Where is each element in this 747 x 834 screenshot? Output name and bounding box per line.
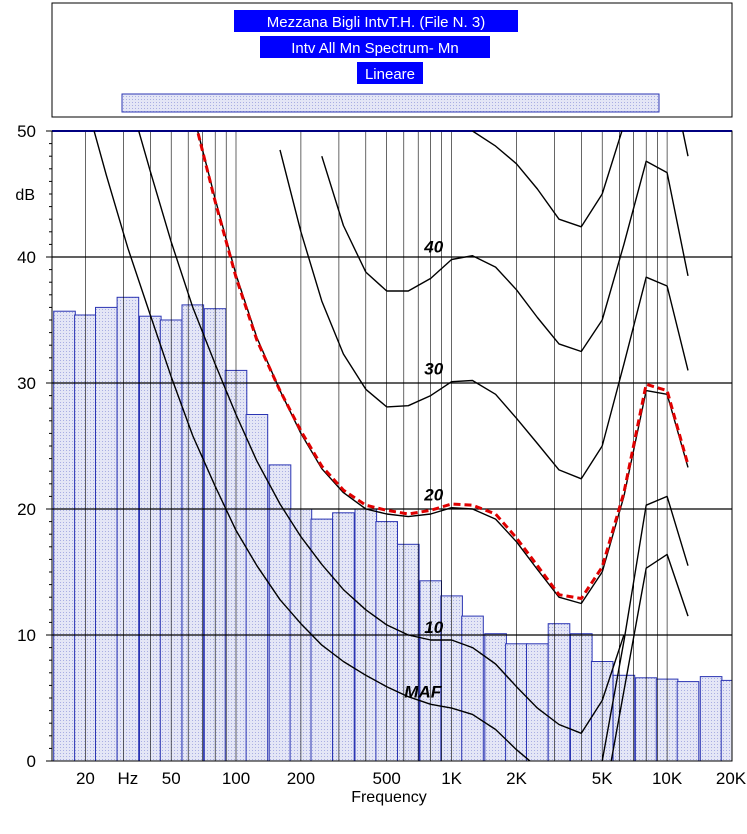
x-tick-label: 50 <box>162 769 181 788</box>
y-tick-label: 20 <box>17 500 36 519</box>
y-axis-ticks: 0 10 20 30 40 50 <box>17 122 52 771</box>
curve-label: 30 <box>424 360 443 379</box>
title-box: Mezzana Bigli IntvT.H. (File N. 3) Intv … <box>51 2 733 118</box>
bar <box>181 304 205 762</box>
title-line-2: Intv All Mn Spectrum- Mn <box>291 40 459 57</box>
bar <box>397 543 420 762</box>
x-tick-label: 10K <box>652 769 683 788</box>
title-line-3: Lineare <box>365 66 415 83</box>
x-tick-label: 20 <box>76 769 95 788</box>
bar <box>720 679 733 762</box>
curve-label: MAF <box>404 682 441 701</box>
title-line-3-bg <box>357 62 423 84</box>
phon-curves <box>93 131 689 761</box>
curve-label: 20 <box>423 486 443 505</box>
phon-curve <box>279 149 689 480</box>
x-tick-label: Hz <box>118 769 139 788</box>
title-line-1: Mezzana Bigli IntvT.H. (File N. 3) <box>267 14 485 31</box>
bar <box>526 643 549 762</box>
bar <box>245 414 269 762</box>
curve-label: 10 <box>424 618 443 637</box>
bar <box>332 512 355 762</box>
title-scale-bar <box>121 93 660 113</box>
phon-curve <box>471 131 689 228</box>
curve-label: 40 <box>423 238 443 257</box>
x-tick-label: 100 <box>222 769 250 788</box>
bar <box>484 633 507 762</box>
bar <box>547 623 571 762</box>
x-axis-label: Frequency <box>351 789 427 806</box>
phon-curve <box>138 131 625 734</box>
x-tick-label: 20K <box>716 769 747 788</box>
x-tick-label: 500 <box>373 769 401 788</box>
x-tick-label: 5K <box>592 769 613 788</box>
y-axis-label: dB <box>15 187 35 204</box>
y-tick-label: 30 <box>17 374 36 393</box>
y-tick-label: 50 <box>17 122 36 141</box>
bar <box>676 681 700 762</box>
y-tick-label: 10 <box>17 626 36 645</box>
phon-curve <box>93 131 532 761</box>
x-axis-ticks: 20 Hz 50 100 200 500 1K 2K 5K 10K 20K <box>76 769 747 788</box>
title-line-2-bg <box>260 36 490 58</box>
x-tick-label: 200 <box>287 769 315 788</box>
y-tick-label: 0 <box>27 752 36 771</box>
phon-curve <box>601 495 689 761</box>
bar <box>461 615 484 762</box>
y-tick-label: 40 <box>17 248 36 267</box>
phon-curve <box>321 155 689 353</box>
bar-series <box>53 296 733 762</box>
x-tick-label: 1K <box>441 769 462 788</box>
phon-curve <box>610 553 689 761</box>
bar <box>95 306 118 762</box>
title-line-1-bg <box>234 10 518 32</box>
bar <box>699 676 723 762</box>
bar <box>53 310 76 762</box>
bar <box>116 296 140 762</box>
curve-labels: MAF 10 20 30 40 <box>404 238 443 702</box>
x-tick-label: 2K <box>506 769 527 788</box>
